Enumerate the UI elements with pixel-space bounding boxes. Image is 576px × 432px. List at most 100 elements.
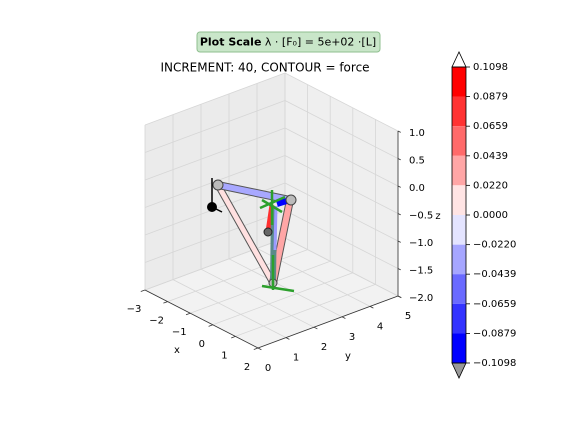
annotation-box — [196, 31, 381, 53]
x-tick — [185, 312, 191, 316]
z-axis-label: z — [435, 211, 440, 222]
annotation: Plot Scale λ · [F₀] = 5e+02 ·[L] — [200, 36, 376, 49]
y-tick-label: 1 — [293, 353, 299, 364]
colorbar-tick-label: 0.1098 — [473, 62, 508, 73]
x-tick-label: 2 — [244, 362, 250, 373]
colorbar-tick-label: −0.1098 — [473, 358, 516, 369]
x-tick — [208, 324, 213, 327]
member — [215, 182, 276, 286]
y-tick — [285, 337, 290, 340]
x-tick-label: −1 — [172, 327, 187, 338]
grid-line — [144, 127, 286, 181]
x-tick-label: −2 — [149, 316, 164, 327]
colorbar-segment — [452, 96, 466, 127]
z-tick — [397, 295, 401, 298]
x-axis-line — [144, 289, 259, 349]
grid-line — [144, 72, 286, 126]
z-tick — [397, 130, 401, 133]
grid-line — [190, 260, 331, 314]
colorbar-segment — [452, 303, 466, 334]
colorbar-segment — [452, 126, 466, 156]
grid-line — [167, 249, 308, 302]
support-axis — [261, 198, 283, 214]
annotation-bold: Plot Scale — [200, 36, 262, 49]
y-tick — [369, 306, 374, 309]
node — [212, 179, 224, 191]
colorbar-tick-label: 0.0879 — [473, 92, 508, 103]
support-axis — [259, 195, 286, 210]
colorbar: 0.1098 0.0879 0.0659 0.0439 0.0220 0.0000 −0.0… — [451, 51, 516, 379]
z-tick — [397, 213, 401, 216]
chart-title: INCREMENT: 40, CONTOUR = force — [160, 61, 369, 75]
colorbar-tick-label: −0.0220 — [473, 240, 516, 251]
colorbar-segment — [452, 244, 466, 275]
x-tick-label: 1 — [221, 350, 227, 361]
z-tick-label: −2.0 — [409, 293, 433, 304]
y-tick-label: 0 — [265, 363, 271, 374]
colorbar-tick-label: 0.0000 — [473, 210, 508, 221]
annotation-text: λ · [F₀] = 5e+02 ·[L] — [261, 36, 376, 49]
x-axis-label: x — [174, 345, 180, 356]
grid-line — [284, 72, 399, 132]
x-tick-label: −3 — [127, 304, 142, 315]
colorbar-segment — [452, 215, 466, 245]
x-tick — [253, 347, 259, 350]
z-tick-label: −0.5 — [409, 211, 433, 222]
grid-line — [144, 100, 286, 153]
colorbar-segment — [452, 333, 466, 363]
grid-line — [284, 155, 399, 214]
colorbar-tick-label: 0.0659 — [473, 121, 508, 132]
colorbar-tick-label: 0.0220 — [473, 180, 508, 191]
z-tick-label: −1.5 — [409, 266, 433, 277]
grid-line — [144, 210, 286, 263]
x-tick — [140, 289, 146, 292]
y-axis-label: y — [345, 351, 351, 362]
colorbar-extend-over — [451, 51, 467, 68]
y-tick-label: 4 — [377, 321, 383, 332]
colorbar-segment — [452, 67, 466, 97]
node — [285, 194, 297, 206]
z-tick-label: 1.0 — [409, 128, 425, 139]
structure — [207, 178, 297, 293]
colorbar-segment — [452, 185, 466, 215]
y-tick — [313, 326, 318, 330]
z-tick — [397, 185, 401, 188]
grid-line — [212, 272, 353, 326]
y-tick-label: 5 — [405, 311, 411, 322]
y-tick — [257, 347, 262, 351]
node — [263, 227, 273, 237]
grid-line — [284, 210, 399, 269]
y-axis-line — [257, 295, 399, 349]
load-node — [207, 202, 217, 212]
y-tick-label: 2 — [321, 342, 327, 353]
z-tick — [397, 240, 401, 243]
colorbar-tick-label: −0.0439 — [473, 269, 516, 280]
grid-line — [144, 237, 286, 291]
z-tick — [397, 158, 401, 161]
colorbar-segment — [452, 155, 466, 186]
grid-line — [172, 279, 287, 338]
z-tick — [397, 268, 401, 271]
x-tick — [163, 301, 168, 304]
colorbar-tick-label: 0.0439 — [473, 151, 508, 162]
x-tick-label: 0 — [199, 339, 205, 350]
grid-line — [284, 100, 399, 159]
colorbar-tick-label: −0.0879 — [473, 328, 516, 339]
x-tick — [231, 336, 236, 339]
grid-line — [284, 182, 399, 242]
grid-line — [200, 268, 315, 328]
support-axis — [261, 284, 295, 293]
colorbar-extend-under — [451, 362, 467, 379]
z-tick-label: 0.5 — [409, 156, 425, 167]
grid-line — [284, 237, 399, 297]
y-tick — [341, 316, 346, 319]
z-tick-label: −1.0 — [409, 238, 433, 249]
grid-line — [235, 284, 376, 337]
floor-pane — [145, 238, 398, 348]
colorbar-segment — [452, 274, 466, 304]
y-tick-label: 3 — [349, 332, 355, 343]
z-tick-label: 0.0 — [409, 183, 425, 194]
colorbar-tick-label: −0.0659 — [473, 299, 516, 310]
member — [215, 182, 293, 203]
